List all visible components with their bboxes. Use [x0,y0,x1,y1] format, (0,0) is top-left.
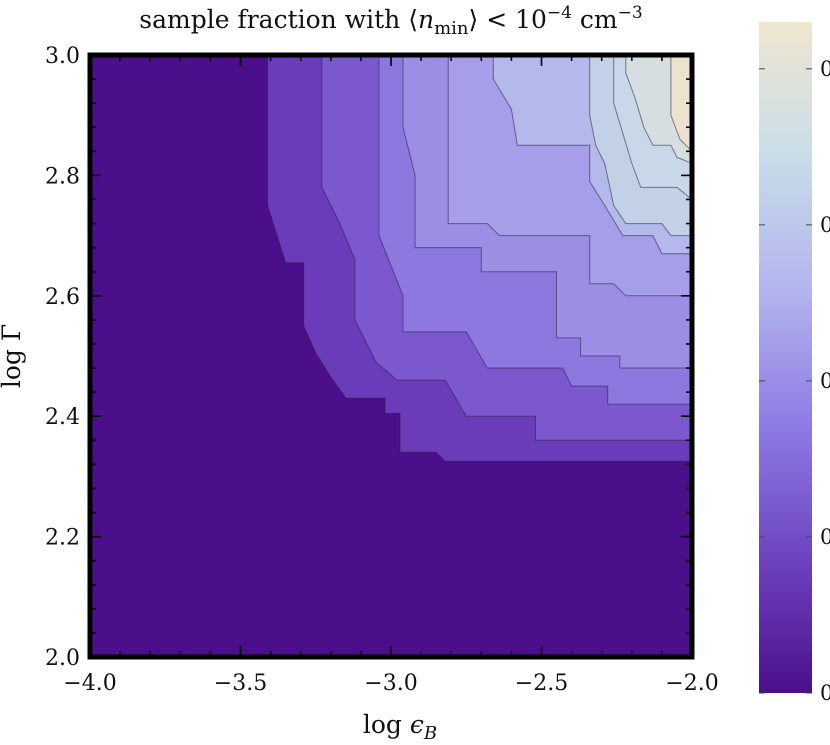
colorbar-tick-label: 0.2 [820,369,830,393]
x-label-sym: ϵ [410,710,424,739]
y-tick-label: 2.2 [45,526,80,551]
title-suffix: ⟩ < 10 [469,5,547,34]
title-var: n [418,5,434,34]
axis-ticks [89,54,693,658]
colorbar [759,22,812,693]
contour-line [670,55,692,152]
x-tick-label: −3.5 [214,671,267,696]
colorbar-ticks: 0 0.1 0.2 0.3 0.4 [759,57,830,705]
colorbar-tick-label: 0.4 [820,57,830,81]
title-unit: cm [572,5,618,34]
contour-line [625,55,692,164]
x-label-base: log [363,710,410,739]
x-tick-label: −4.0 [63,671,116,696]
y-tick-label: 2.4 [45,405,80,430]
contour-line [378,55,692,405]
y-axis-ticks: 2.0 2.2 2.4 2.6 2.8 3.0 [45,44,80,671]
contour-line [321,55,692,441]
contour-line [613,55,692,200]
x-axis-label: log ϵB [363,710,437,744]
x-tick-label: −2.0 [665,671,718,696]
contour-line [402,55,692,369]
y-tick-label: 2.6 [45,285,80,310]
y-tick-label: 2.0 [45,646,80,671]
y-tick-label: 3.0 [45,44,80,69]
title-exp: −4 [547,3,572,23]
contour-line [589,55,692,237]
title-var-sub: min [434,18,469,39]
y-axis-label: log Γ [0,324,26,388]
colorbar-tick-label: 0.1 [820,525,830,549]
contour-line [267,55,692,462]
chart-title: sample fraction with ⟨nmin⟩ < 10−4 cm−3 [139,3,642,39]
contour-line [492,55,692,255]
title-unit-exp: −3 [618,3,643,23]
title-prefix: sample fraction with ⟨ [139,5,418,34]
x-tick-label: −3.0 [364,671,417,696]
colorbar-tick-label: 0.3 [820,213,830,237]
contour-line [447,55,692,297]
contour-lines [267,55,692,462]
colorbar-tick-label: 0 [820,681,830,705]
x-tick-label: −2.5 [515,671,568,696]
x-axis-ticks: −4.0 −3.5 −3.0 −2.5 −2.0 [63,671,718,696]
x-label-sub: B [423,723,437,744]
contour-fill [90,55,692,657]
y-tick-label: 2.8 [45,164,80,189]
